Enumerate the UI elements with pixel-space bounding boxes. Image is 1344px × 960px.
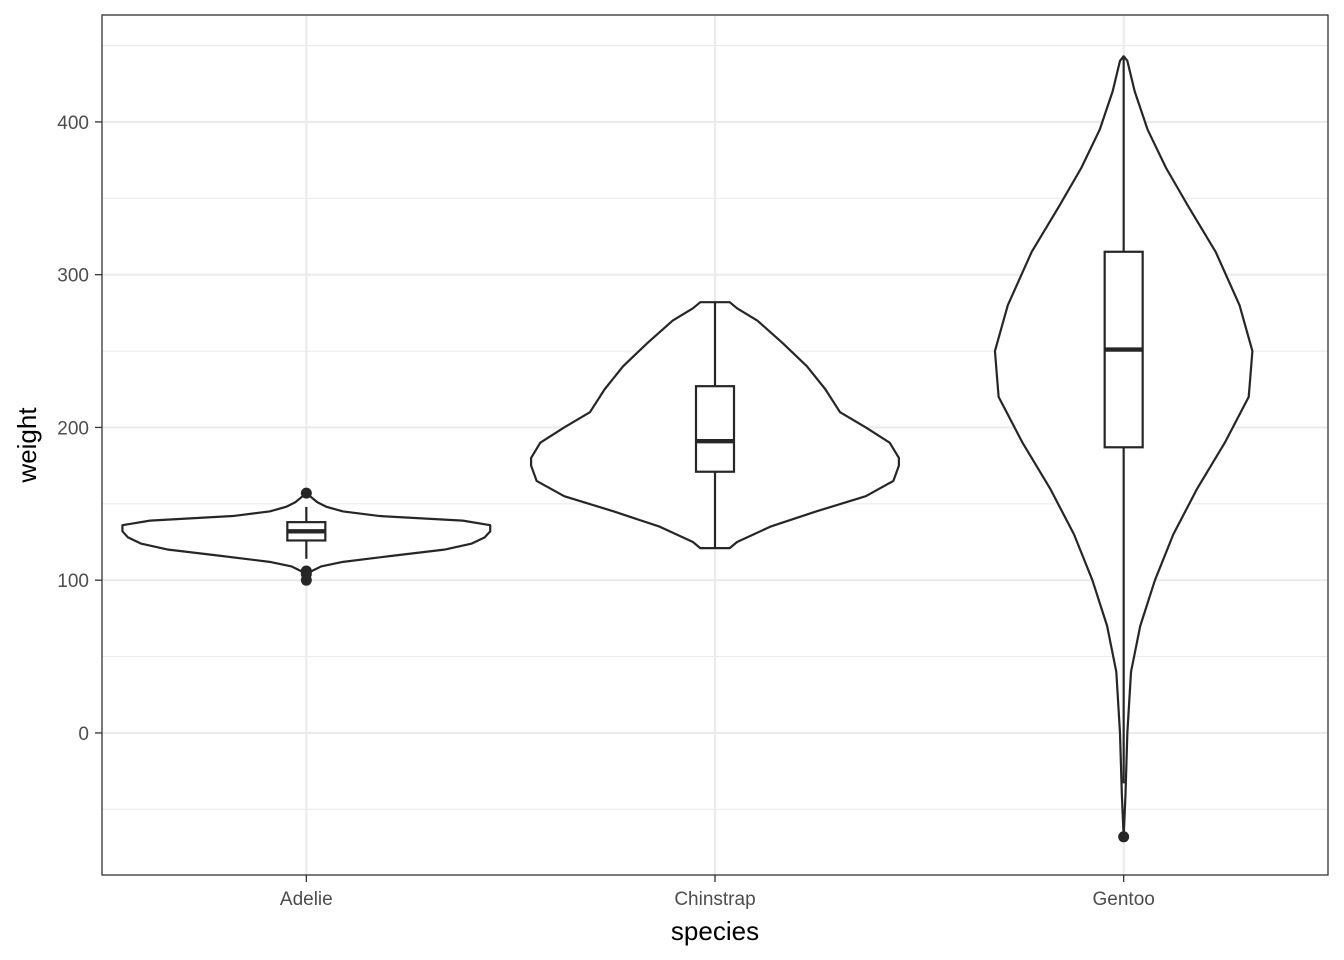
- y-tick-label: 200: [57, 418, 89, 439]
- y-tick-label: 400: [57, 113, 89, 134]
- x-tick-label: Gentoo: [1093, 889, 1155, 910]
- box-chinstrap: [694, 385, 736, 473]
- outlier-point-gentoo: [1118, 831, 1130, 843]
- y-tick-label: 0: [78, 724, 89, 745]
- marks-layer: [121, 55, 1254, 843]
- axis-layer: 0 100 200 300 400 Adelie Chinstrap Gentoo: [57, 113, 1155, 910]
- x-axis-title: species: [671, 916, 759, 946]
- y-tick-label: 300: [57, 266, 89, 287]
- x-tick-label: Chinstrap: [674, 889, 755, 910]
- x-tick-label: Adelie: [280, 889, 333, 910]
- y-axis-title: weight: [12, 407, 42, 484]
- outlier-point-adelie: [300, 574, 312, 586]
- y-tick-label: 100: [57, 571, 89, 592]
- outlier-point-adelie: [300, 487, 312, 499]
